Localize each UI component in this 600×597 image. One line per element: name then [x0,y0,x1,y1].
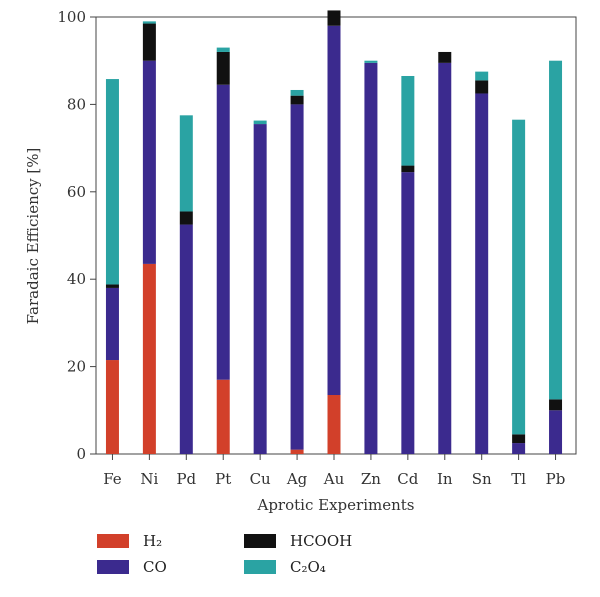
y-tick-label: 60 [67,183,86,201]
bar-segment-ni-2 [142,23,156,61]
bar-segment-cu-1 [253,124,267,454]
bar-segment-cd-2 [401,165,415,173]
x-tick-label: Fe [103,470,122,488]
bar-segment-au-2 [327,10,341,26]
x-tick-label: Sn [472,470,492,488]
x-tick-label: Pd [176,470,196,488]
legend-item: H₂ [97,532,162,550]
bar-segment-zn-3 [364,60,378,63]
bar-segment-in-2 [438,51,452,63]
bar-segment-sn-3 [475,71,489,81]
legend-item: CO [97,558,167,576]
bar-segment-fe-3 [105,79,119,285]
bar-segment-cd-1 [401,172,415,454]
x-tick-label: Au [323,470,345,488]
legend-label: C₂O₄ [290,558,326,576]
legend: H₂ HCOOH CO C₂O₄ [97,532,517,592]
x-axis-title: Aprotic Experiments [257,496,415,514]
bar-segment-pd-3 [179,115,193,212]
y-tick-label: 40 [67,270,86,288]
bars [105,10,563,454]
legend-swatch [97,534,129,548]
bar-segment-pt-1 [216,84,230,380]
x-tick-label: Tl [511,470,526,488]
bar-segment-pb-2 [549,399,563,411]
x-tick-label: Pb [546,470,566,488]
bar-segment-sn-2 [475,80,489,94]
bar-segment-sn-1 [475,93,489,454]
legend-label: HCOOH [290,532,353,550]
bar-segment-tl-3 [512,119,526,435]
y-tick-label: 80 [67,95,86,113]
bar-segment-ag-3 [290,89,304,96]
legend-item: HCOOH [244,532,352,550]
bar-segment-pb-1 [549,410,563,454]
x-tick-label: Zn [361,470,381,488]
bar-segment-pt-0 [216,379,230,454]
bar-segment-tl-1 [512,443,526,454]
y-tick-label: 0 [76,445,86,463]
bar-segment-ag-1 [290,104,304,450]
legend-swatch [244,534,276,548]
legend-item: C₂O₄ [244,558,326,576]
y-tick-label: 100 [57,8,86,26]
bar-segment-zn-1 [364,62,378,454]
bar-segment-fe-0 [105,360,119,454]
bar-segment-au-1 [327,25,341,396]
legend-swatch [244,560,276,574]
x-tick-label: Ni [140,470,158,488]
bar-segment-ag-2 [290,95,304,105]
x-tick-label: In [437,470,453,488]
bar-segment-fe-1 [105,287,119,361]
bar-segment-pd-2 [179,211,193,225]
bar-segment-cd-3 [401,75,415,166]
bar-segment-pt-2 [216,51,230,85]
legend-label: H₂ [143,532,163,550]
x-tick-label: Cd [397,470,418,488]
bar-segment-cu-3 [253,120,267,125]
legend-swatch [97,560,129,574]
bar-segment-ni-3 [142,21,156,24]
bar-segment-fe-2 [105,284,119,288]
bar-segment-pd-1 [179,224,193,454]
x-axis: Fe Ni Pd Pt Cu Ag Au Zn Cd In Sn Tl Pb [103,454,565,488]
legend-label: CO [143,558,167,576]
x-tick-label: Cu [250,470,271,488]
x-tick-label: Pt [215,470,231,488]
bar-segment-ni-1 [142,60,156,264]
bar-segment-tl-2 [512,434,526,444]
x-tick-label: Ag [286,470,308,488]
y-axis: 0 20 40 60 80 100 [57,8,96,463]
bar-segment-ni-0 [142,263,156,454]
bar-segment-pt-3 [216,47,230,52]
y-axis-title: Faradaic Efficiency [%] [24,148,42,325]
bar-segment-in-1 [438,62,452,454]
bar-segment-au-0 [327,395,341,454]
bar-segment-pb-3 [549,60,563,400]
bar-segment-ag-0 [290,449,304,454]
y-tick-label: 20 [67,358,86,376]
